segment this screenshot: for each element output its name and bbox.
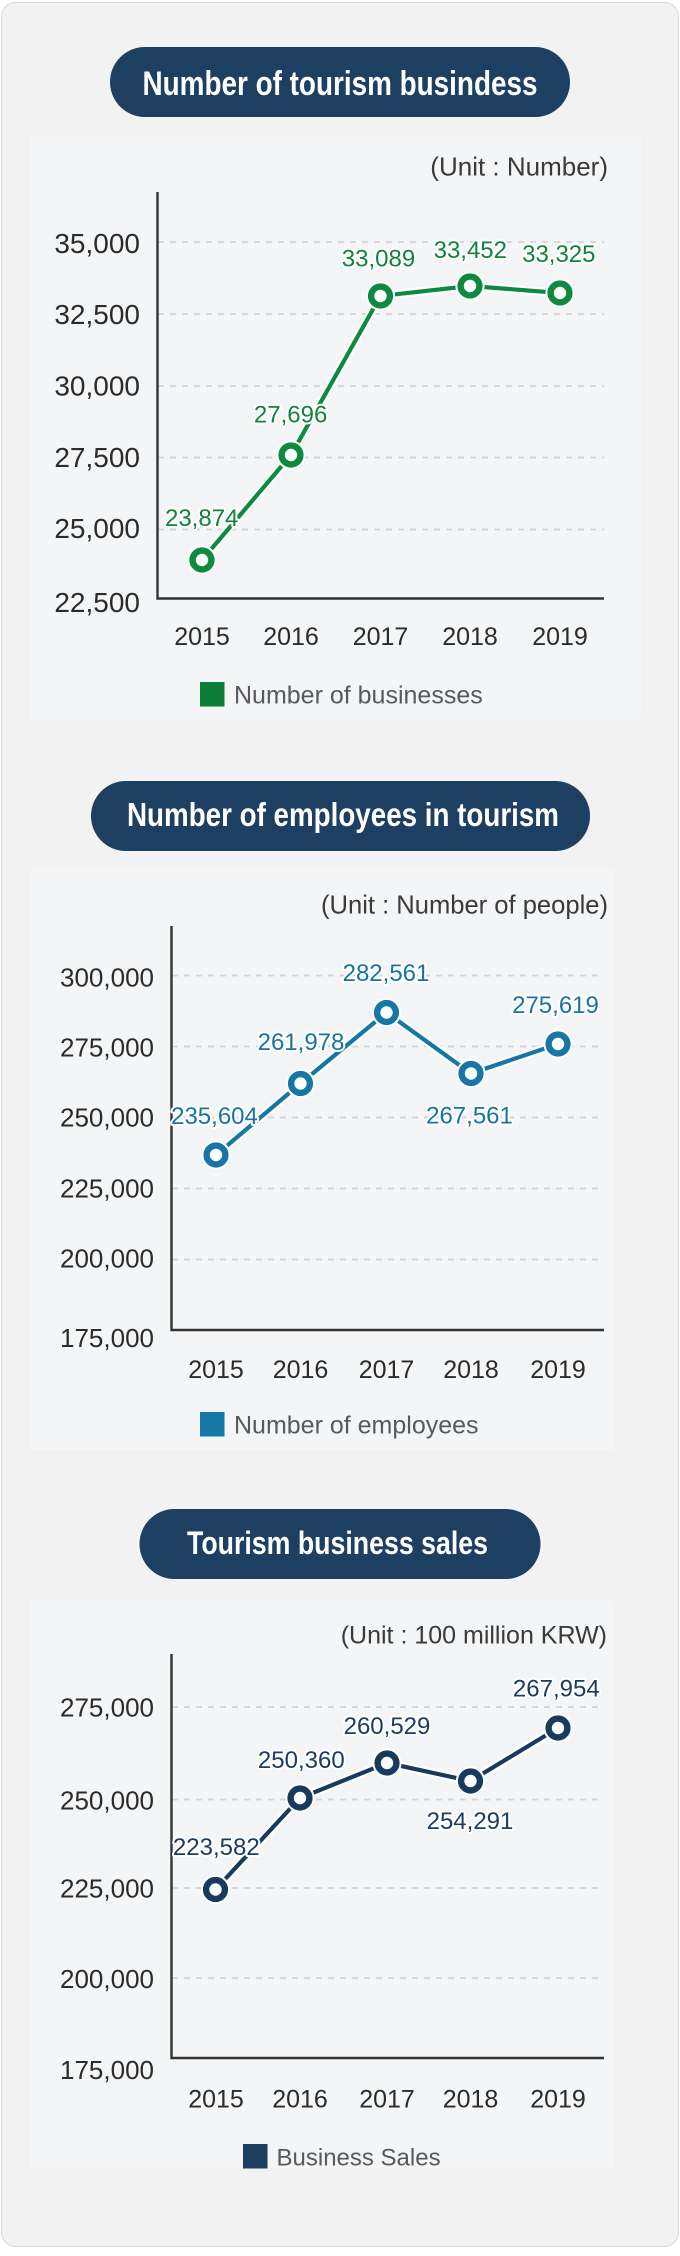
svg-text:2019: 2019 (530, 2086, 586, 2114)
svg-text:225,000: 225,000 (60, 1174, 154, 1204)
svg-text:30,000: 30,000 (54, 371, 140, 402)
svg-text:200,000: 200,000 (60, 1964, 154, 1994)
svg-text:261,978: 261,978 (258, 1029, 345, 1056)
svg-text:2018: 2018 (443, 2086, 499, 2114)
svg-text:250,000: 250,000 (60, 1786, 154, 1816)
svg-text:254,291: 254,291 (427, 1808, 514, 1835)
svg-text:(Unit : 100 million KRW): (Unit : 100 million KRW) (341, 1621, 607, 1649)
svg-text:2019: 2019 (530, 1356, 586, 1384)
svg-text:175,000: 175,000 (60, 1323, 154, 1353)
svg-text:25,000: 25,000 (54, 513, 140, 544)
svg-text:200,000: 200,000 (60, 1244, 154, 1274)
svg-text:33,325: 33,325 (522, 241, 595, 268)
svg-text:Business Sales: Business Sales (277, 2144, 441, 2171)
svg-text:23,874: 23,874 (165, 505, 238, 532)
svg-text:Number of tourism busindess: Number of tourism busindess (143, 65, 538, 103)
svg-text:275,619: 275,619 (512, 992, 599, 1019)
svg-text:2018: 2018 (442, 623, 498, 651)
svg-text:Number of employees in tourism: Number of employees in tourism (127, 796, 559, 833)
svg-text:2016: 2016 (263, 623, 319, 651)
svg-text:175,000: 175,000 (60, 2055, 154, 2085)
svg-text:235,604: 235,604 (171, 1103, 258, 1130)
svg-text:282,561: 282,561 (343, 960, 430, 987)
svg-text:2017: 2017 (353, 623, 409, 651)
svg-text:27,500: 27,500 (54, 442, 140, 473)
svg-text:35,000: 35,000 (54, 228, 140, 259)
svg-text:Number of businesses: Number of businesses (234, 682, 483, 710)
svg-text:22,500: 22,500 (54, 587, 140, 618)
svg-text:(Unit : Number of people): (Unit : Number of people) (321, 890, 608, 920)
svg-text:32,500: 32,500 (54, 299, 140, 330)
svg-text:2019: 2019 (532, 623, 588, 651)
svg-text:27,696: 27,696 (254, 402, 327, 429)
svg-text:Number of employees: Number of employees (234, 1412, 479, 1440)
svg-text:Tourism business sales: Tourism business sales (187, 1525, 488, 1561)
svg-text:2016: 2016 (273, 1356, 329, 1384)
svg-text:2016: 2016 (272, 2086, 328, 2114)
svg-text:2015: 2015 (188, 2086, 244, 2114)
svg-text:275,000: 275,000 (60, 1693, 154, 1723)
svg-text:250,360: 250,360 (258, 1747, 345, 1774)
svg-text:267,561: 267,561 (426, 1103, 513, 1130)
svg-text:223,582: 223,582 (173, 1834, 260, 1861)
svg-text:250,000: 250,000 (60, 1103, 154, 1133)
svg-text:2017: 2017 (359, 2086, 415, 2114)
svg-text:275,000: 275,000 (60, 1033, 154, 1063)
svg-text:260,529: 260,529 (344, 1713, 431, 1740)
svg-text:225,000: 225,000 (60, 1874, 154, 1904)
svg-text:2015: 2015 (188, 1356, 244, 1384)
svg-text:33,089: 33,089 (342, 246, 415, 273)
svg-text:267,954: 267,954 (513, 1676, 600, 1703)
svg-text:300,000: 300,000 (60, 963, 154, 993)
svg-text:33,452: 33,452 (434, 237, 507, 264)
svg-text:(Unit : Number): (Unit : Number) (430, 152, 608, 182)
svg-text:2015: 2015 (174, 623, 230, 651)
svg-text:2017: 2017 (359, 1356, 415, 1384)
svg-text:2018: 2018 (443, 1356, 499, 1384)
